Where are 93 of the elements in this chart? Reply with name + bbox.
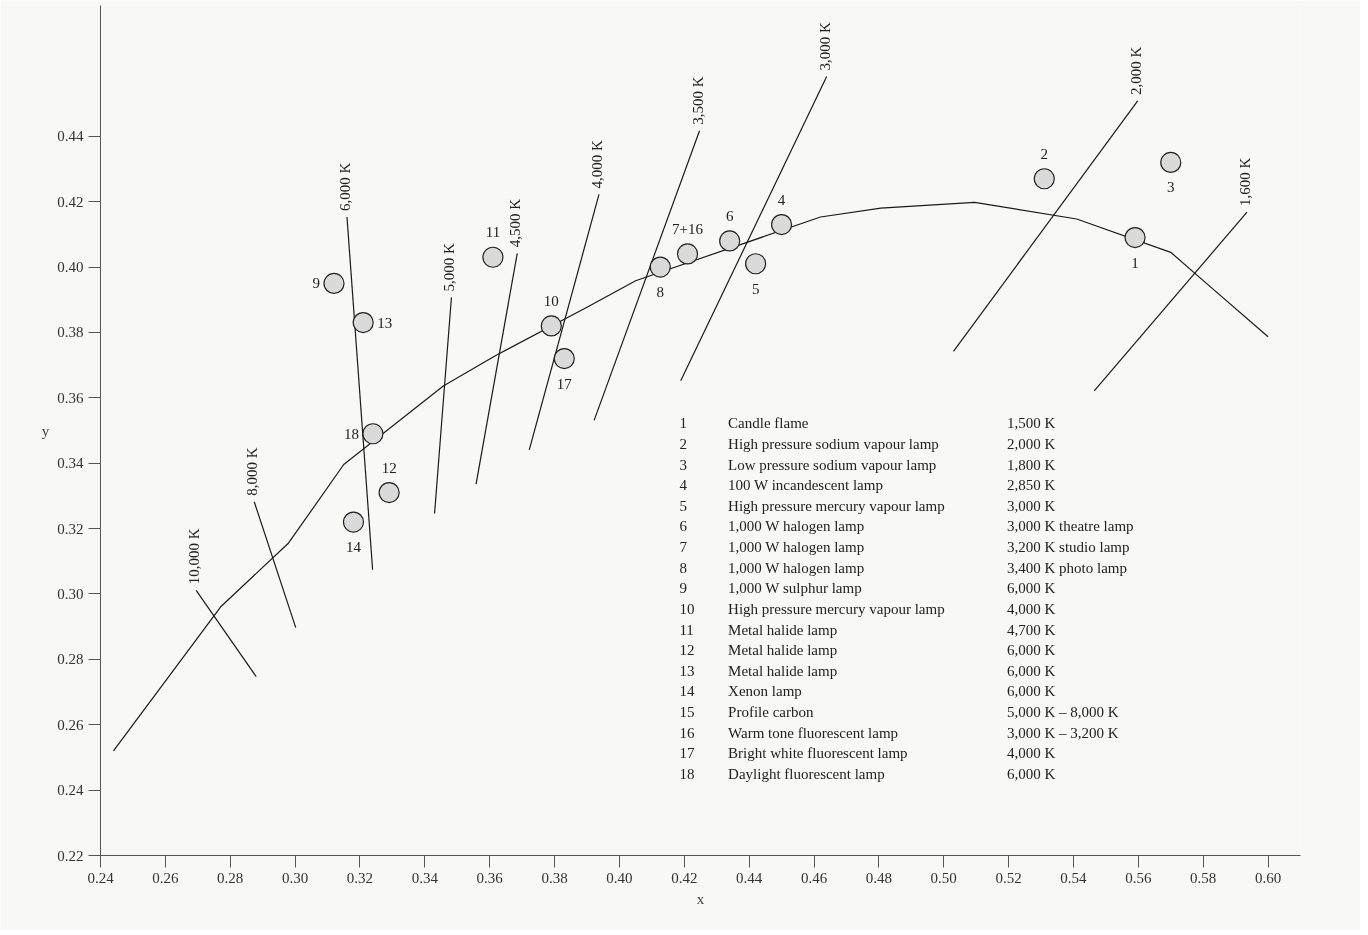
point: [719, 230, 741, 252]
y-tick-label: 0.40: [57, 259, 84, 276]
series-label: 7+16: [672, 220, 704, 237]
y-tick-label: 0.36: [57, 389, 84, 406]
point: [482, 246, 504, 268]
text: 17 Bright white fluorescent lamp 4,000 K: [679, 745, 1056, 762]
text: 5,000 K: [441, 242, 458, 292]
text: 6 1,000 W halogen lamp 3,000 K theatre lamp: [679, 518, 1134, 535]
text: 8,000 K: [244, 447, 261, 496]
x-tick-label: 0.48: [865, 869, 892, 886]
point: [553, 348, 575, 370]
y-tick-label: 0.26: [57, 716, 84, 733]
text: 1,600 K: [1236, 157, 1253, 207]
text: 15 Profile carbon 5,000 K – 8,000 K: [679, 704, 1119, 721]
x-tick-label: 0.42: [671, 869, 698, 886]
x-tick-label: 0.28: [217, 869, 244, 886]
text: 4 100 W incandescent lamp 2,850 K: [679, 477, 1056, 494]
point: [352, 312, 374, 334]
point: [378, 482, 400, 504]
series-label: 3: [1167, 179, 1175, 196]
text: 4,500 K: [507, 198, 524, 248]
text: 6,000 K: [336, 162, 353, 212]
text: 14 Xenon lamp 6,000 K: [679, 683, 1056, 700]
series-label: 13: [377, 314, 393, 331]
series-label: 4: [777, 191, 786, 208]
series-label: 14: [345, 539, 362, 556]
series-label: 12: [381, 459, 397, 476]
point: [540, 315, 562, 337]
text: 3,000 K: [816, 21, 833, 71]
y-tick-label: 0.34: [57, 455, 84, 472]
series-label: 10: [543, 292, 559, 309]
series-label: 5: [751, 280, 760, 297]
series-label: 6: [725, 207, 734, 224]
x-tick-label: 0.38: [541, 869, 568, 886]
series-label: 11: [485, 224, 501, 241]
text: 4,000 K: [588, 139, 605, 189]
series-label: 2: [1040, 145, 1049, 162]
point: [649, 256, 671, 278]
text: 2,000 K: [1127, 46, 1144, 95]
series-label: 1: [1131, 254, 1139, 271]
text: 3,500 K: [689, 76, 706, 125]
text: 7 1,000 W halogen lamp 3,200 K studio lamp: [679, 539, 1130, 556]
y-tick-label: 0.38: [57, 324, 84, 341]
y-tick-label: 0.28: [57, 651, 84, 668]
text: 1 Candle flame 1,500 K: [679, 415, 1056, 432]
y-tick-label: 0.30: [57, 585, 84, 602]
text: 5 High pressure mercury vapour lamp 3,000 K: [679, 497, 1056, 514]
point: [676, 243, 699, 265]
text: 18 Daylight fluorescent lamp 6,000 K: [679, 766, 1056, 782]
x-axis-title: x: [696, 890, 705, 907]
text: 2 High pressure sodium vapour lamp 2,000 K: [679, 435, 1056, 452]
y-tick-label: 0.22: [57, 847, 84, 864]
point: [1160, 151, 1182, 173]
x-tick-label: 0.58: [1190, 869, 1217, 886]
text: 12 Metal halide lamp 6,000 K: [679, 642, 1056, 659]
point: [1033, 168, 1055, 190]
text: 16 Warm tone fluorescent lamp 3,000 K – 3,200 K: [679, 724, 1119, 741]
text: 3 Low pressure sodium vapour lamp 1,800 K: [679, 456, 1056, 473]
x-tick-label: 0.32: [346, 869, 374, 886]
x-tick-label: 0.50: [930, 869, 957, 886]
point: [323, 272, 345, 294]
x-tick-label: 0.24: [87, 869, 115, 886]
y-tick-label: 0.42: [57, 193, 84, 210]
text: 10,000 K: [186, 528, 203, 585]
x-tick-label: 0.34: [411, 869, 439, 886]
point: [362, 423, 384, 445]
y-tick-label: 0.32: [57, 520, 84, 537]
text: 8 1,000 W halogen lamp 3,400 K photo lamp: [679, 559, 1127, 576]
y-tick-label: 0.24: [57, 782, 84, 799]
x-tick-label: 0.26: [152, 869, 179, 886]
text: 11 Metal halide lamp 4,700 K: [679, 621, 1056, 638]
y-axis-title: y: [41, 422, 50, 439]
x-tick-label: 0.54: [1060, 869, 1088, 886]
series-label: 18: [343, 425, 359, 442]
series-label: 9: [312, 275, 321, 292]
x-tick-label: 0.46: [800, 869, 828, 886]
x-tick-label: 0.40: [606, 869, 633, 886]
x-tick-label: 0.30: [281, 869, 309, 886]
text: 9 1,000 W sulphur lamp 6,000 K: [679, 580, 1056, 597]
x-tick-label: 0.56: [1125, 869, 1152, 886]
point: [1124, 227, 1146, 249]
x-tick-label: 0.36: [476, 869, 504, 886]
y-tick-label: 0.44: [57, 128, 84, 145]
point: [342, 511, 365, 533]
point: [745, 253, 767, 275]
series-label: 8: [656, 284, 665, 301]
point: [770, 213, 793, 236]
series-label: 17: [556, 375, 573, 392]
x-tick-label: 0.52: [995, 869, 1022, 886]
x-tick-label: 0.60: [1254, 869, 1282, 886]
text: 13 Metal halide lamp 6,000 K: [679, 662, 1056, 679]
x-tick-label: 0.44: [736, 869, 763, 886]
text: 10 High pressure mercury vapour lamp 4,000 K: [679, 600, 1056, 617]
